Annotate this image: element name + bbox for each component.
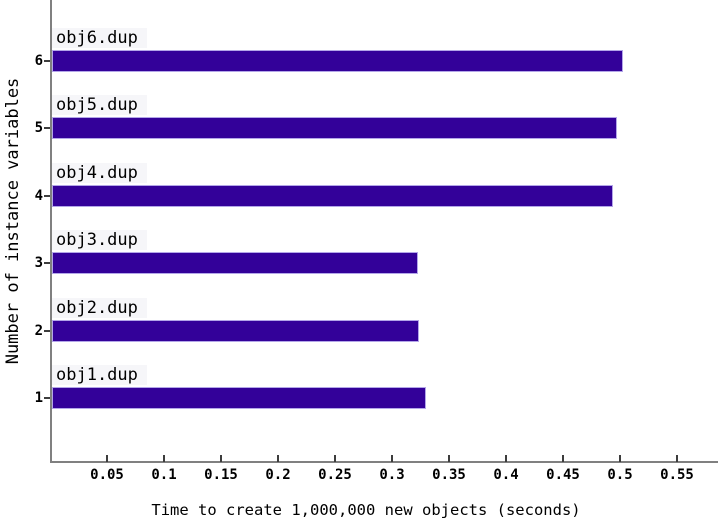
x-tick-label: 0.25 [318, 467, 352, 483]
x-tick-mark [505, 455, 507, 462]
y-tick-label: 3 [34, 255, 43, 271]
bar-label: obj6.dup [52, 27, 147, 48]
bar-obj6.dup [52, 49, 623, 72]
x-tick-label: 0.35 [432, 467, 466, 483]
x-tick-label: 0.45 [546, 467, 580, 483]
x-tick-mark [562, 455, 564, 462]
bar-label: obj5.dup [52, 95, 147, 115]
y-tick-mark [44, 59, 50, 62]
bar-obj4.dup [52, 184, 613, 207]
bar-obj1.dup [52, 387, 426, 409]
bar-obj5.dup [52, 117, 617, 139]
y-tick-label: 1 [34, 390, 43, 406]
y-tick-mark [44, 194, 50, 197]
bar-label: obj4.dup [52, 162, 147, 183]
x-tick-mark [676, 455, 678, 462]
x-tick-mark [106, 455, 108, 462]
y-tick-label: 6 [34, 52, 43, 69]
x-tick-mark [448, 455, 450, 462]
y-tick-mark [44, 329, 50, 332]
x-tick-mark [220, 455, 222, 462]
bar-label: obj2.dup [52, 297, 147, 318]
x-tick-label: 0.1 [151, 467, 177, 483]
x-tick-label: 0.05 [90, 467, 124, 483]
y-tick-mark [44, 397, 50, 399]
x-tick-label: 0.5 [607, 467, 633, 483]
y-tick-label: 4 [34, 187, 43, 204]
x-tick-mark [277, 455, 279, 462]
x-tick-label: 0.3 [379, 467, 405, 483]
x-tick-label: 0.55 [660, 467, 694, 483]
x-tick-label: 0.15 [204, 467, 238, 483]
y-axis-line [50, 0, 52, 463]
x-tick-mark [163, 455, 165, 462]
bar-obj3.dup [52, 252, 418, 274]
y-tick-label: 2 [34, 322, 43, 339]
y-tick-mark [44, 262, 50, 264]
bar-obj2.dup [52, 319, 419, 342]
x-tick-label: 0.2 [265, 467, 291, 483]
y-axis-title: Number of instance variables [3, 77, 23, 365]
x-tick-mark [391, 455, 393, 462]
x-tick-mark [619, 455, 621, 462]
x-axis-title: Time to create 1,000,000 new objects (se… [151, 501, 581, 519]
x-axis-line [50, 461, 718, 463]
bar-label: obj3.dup [52, 230, 147, 250]
y-tick-label: 5 [34, 120, 43, 136]
x-tick-mark [334, 455, 336, 462]
x-tick-label: 0.4 [493, 467, 519, 483]
bar-label: obj1.dup [52, 365, 147, 385]
y-tick-mark [44, 127, 50, 129]
